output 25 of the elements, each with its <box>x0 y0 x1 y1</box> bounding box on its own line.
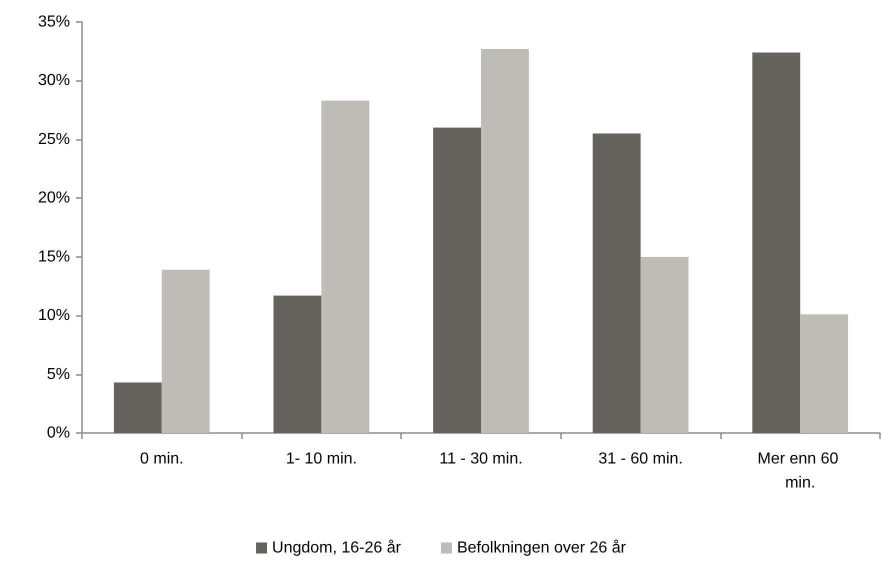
y-tick-label: 0% <box>46 424 70 442</box>
bar <box>640 256 688 433</box>
bar <box>274 296 322 433</box>
bar <box>752 52 800 433</box>
x-tick-label: 11 - 30 min. <box>439 450 523 468</box>
x-tick-label: 31 - 60 min. <box>598 450 683 468</box>
y-tick-label: 30% <box>38 72 70 90</box>
bar <box>481 49 529 433</box>
bar <box>114 382 162 433</box>
bar <box>592 134 641 433</box>
y-tick-label: 5% <box>46 366 70 383</box>
y-tick-label: 35% <box>38 14 70 30</box>
y-tick-label: 15% <box>38 248 70 266</box>
bar <box>433 128 481 433</box>
y-tick-label: 10% <box>38 307 70 324</box>
legend-label: Ungdom, 16-26 år <box>272 540 402 556</box>
x-tick-label: Mer enn 60 min. <box>758 450 843 492</box>
x-tick-label: 0 min. <box>140 450 184 468</box>
y-tick-label: 20% <box>38 190 70 207</box>
legend-label: Befolkningen over 26 år <box>456 540 627 556</box>
x-tick-label: 1- 10 min. <box>286 450 357 468</box>
bar <box>800 314 848 433</box>
bar <box>321 100 370 433</box>
y-tick-label: 25% <box>38 130 70 148</box>
bar <box>162 270 210 433</box>
